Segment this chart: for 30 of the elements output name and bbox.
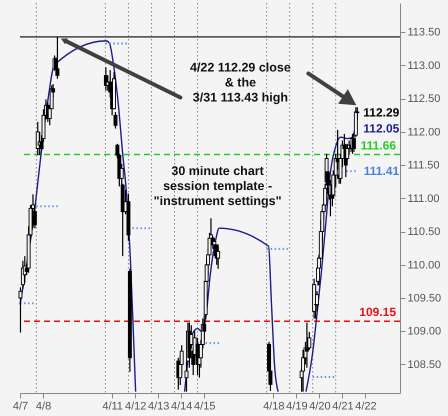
y-tick-label: 108.50 (408, 358, 442, 371)
ref-line-label: 109.15 (359, 305, 396, 320)
y-tick-label: 113.50 (408, 26, 440, 39)
x-tick-label: 4/7 (12, 400, 28, 412)
annotation: 30 minute chart session template - "instrument settings" (154, 164, 282, 208)
x-tick-label: 4/20 (309, 400, 331, 412)
x-tick-label: 4/13 (148, 400, 170, 412)
x-tick-label: 4/8 (36, 400, 52, 412)
y-tick-label: 111.50 (408, 160, 440, 172)
x-tick-label: 4/14 (171, 400, 192, 412)
x-tick-label: 4/15 (194, 400, 216, 412)
x-tick-label: 4/22 (355, 400, 377, 412)
x-tick-label: 4/11 (102, 400, 123, 412)
y-tick-label: 109.00 (408, 326, 442, 338)
annotation: 112.05 (363, 122, 400, 136)
annotation: 112.29 (363, 106, 400, 120)
x-tick-label: 4/19 (286, 400, 308, 412)
x-tick-label: 4/12 (124, 400, 146, 412)
x-tick-label: 4/18 (263, 400, 285, 412)
x-tick-label: 4/21 (332, 400, 354, 412)
y-tick-label: 109.50 (408, 292, 442, 304)
annotation: 111.41 (364, 164, 400, 178)
y-tick-label: 111.00 (408, 192, 440, 205)
y-tick-label: 113.00 (408, 60, 440, 72)
ref-line-label: 111.66 (360, 138, 396, 152)
y-tick-label: 112.50 (408, 93, 440, 106)
y-tick-label: 112.00 (408, 126, 440, 138)
y-tick-label: 110.50 (408, 226, 440, 238)
annotation: 4/22 112.29 close & the 3/31 113.43 high (190, 60, 291, 104)
y-tick-label: 110.00 (408, 259, 440, 272)
